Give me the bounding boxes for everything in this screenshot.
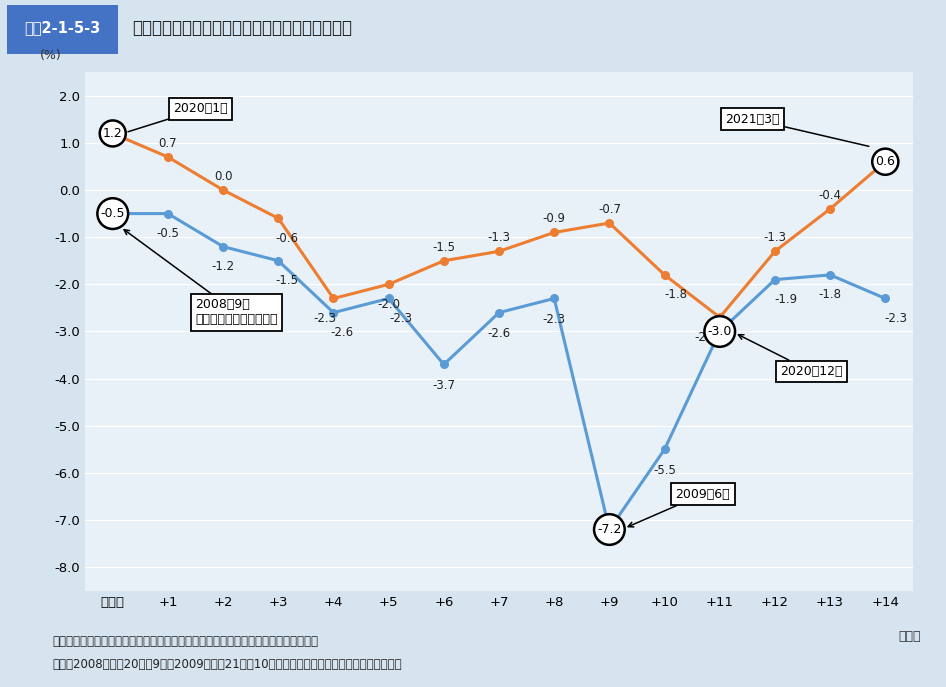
Text: -7.2: -7.2 [597,523,622,536]
Text: 0.6: 0.6 [875,155,895,168]
Text: -2.6: -2.6 [330,326,353,339]
Text: -1.8: -1.8 [818,288,842,301]
Text: -5.5: -5.5 [653,464,676,477]
Text: 2021年3月: 2021年3月 [726,113,868,146]
Text: -1.5: -1.5 [432,240,455,254]
Text: 2009年6月: 2009年6月 [628,488,730,527]
Text: （月）: （月） [899,630,921,643]
Text: -0.9: -0.9 [543,212,566,225]
Text: -2.3: -2.3 [390,312,412,325]
Text: 2020年1月: 2020年1月 [128,102,228,132]
Text: -2.6: -2.6 [487,327,511,340]
Text: 2008年9月
リーマンブラザーズ破綻: 2008年9月 リーマンブラザーズ破綻 [124,229,278,326]
Text: -2.7: -2.7 [694,330,717,344]
Text: 注　2008（平成20）年9月～2009（平成21）年10月の数値は「時系列比較のための推計値」: 注 2008（平成20）年9月～2009（平成21）年10月の数値は「時系列比較… [52,658,402,671]
Text: -2.3: -2.3 [885,312,908,325]
Text: -1.5: -1.5 [275,274,298,287]
Text: -0.7: -0.7 [598,203,621,216]
Text: -0.6: -0.6 [275,232,298,245]
Text: -0.5: -0.5 [100,207,125,220]
Text: -0.4: -0.4 [818,189,842,202]
Text: -1.3: -1.3 [763,232,786,245]
Text: -1.8: -1.8 [664,288,687,301]
Text: 0.0: 0.0 [214,170,233,183]
Text: -0.5: -0.5 [156,227,180,240]
Text: 1.2: 1.2 [103,127,123,140]
Text: -2.0: -2.0 [377,297,400,311]
Text: 図表2-1-5-3: 図表2-1-5-3 [25,21,100,36]
Text: (%): (%) [40,49,61,62]
Text: -1.2: -1.2 [212,260,235,273]
FancyBboxPatch shape [7,5,118,54]
Text: 2020年12月: 2020年12月 [739,335,843,378]
Text: -3.0: -3.0 [708,325,732,338]
Text: 0.7: 0.7 [159,137,177,150]
Text: -1.3: -1.3 [487,232,511,245]
Text: 資料：厚生労働省政策統括官付参事官付雇用・賃金福祉統計室「毎月勤労統計調査」: 資料：厚生労働省政策統括官付参事官付雇用・賃金福祉統計室「毎月勤労統計調査」 [52,635,318,649]
Text: -3.7: -3.7 [432,379,455,392]
Text: 現金給与総額（就業形態計、前年同月比）の推移: 現金給与総額（就業形態計、前年同月比）の推移 [132,19,353,37]
Text: -2.3: -2.3 [543,313,566,326]
Text: -1.9: -1.9 [775,293,797,306]
Text: -2.3: -2.3 [314,312,337,325]
